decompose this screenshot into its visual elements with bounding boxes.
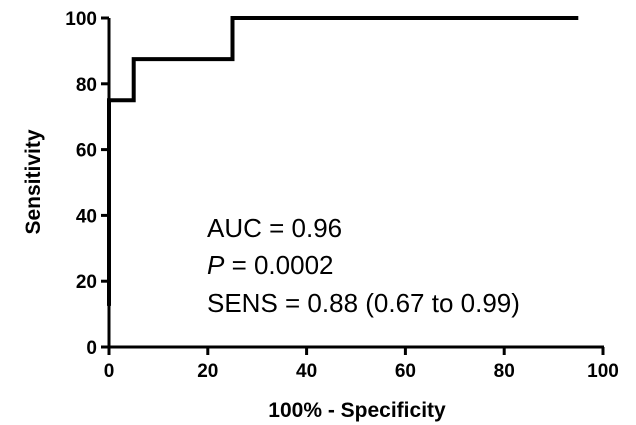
- y-axis-title: Sensitivity: [22, 129, 45, 234]
- y-tick-label: 100: [65, 9, 97, 30]
- x-tick-label: 40: [296, 361, 317, 382]
- x-tick-label: 100: [587, 361, 619, 382]
- ticks: 0 20 40 60 80 100 0 20 40 60 80 100: [65, 9, 619, 382]
- y-tick-label: 40: [76, 206, 97, 227]
- x-tick-label: 80: [494, 361, 515, 382]
- x-tick-label: 20: [197, 361, 218, 382]
- x-tick-label: 60: [395, 361, 416, 382]
- auc-annotation: AUC = 0.96: [207, 213, 342, 243]
- p-symbol: P: [207, 250, 225, 280]
- p-value: = 0.0002: [224, 250, 333, 280]
- x-tick-label: 0: [104, 361, 115, 382]
- x-axis-title: 100% - Specificity: [268, 399, 446, 422]
- y-tick-label: 80: [76, 75, 97, 96]
- y-tick-label: 60: [76, 141, 97, 162]
- roc-curve: [107, 16, 579, 306]
- sens-annotation: SENS = 0.88 (0.67 to 0.99): [207, 288, 520, 318]
- y-tick-label: 0: [86, 338, 97, 359]
- y-tick-label: 20: [76, 272, 97, 293]
- series-layer: [107, 16, 579, 306]
- p-value-annotation: P = 0.0002: [207, 250, 334, 280]
